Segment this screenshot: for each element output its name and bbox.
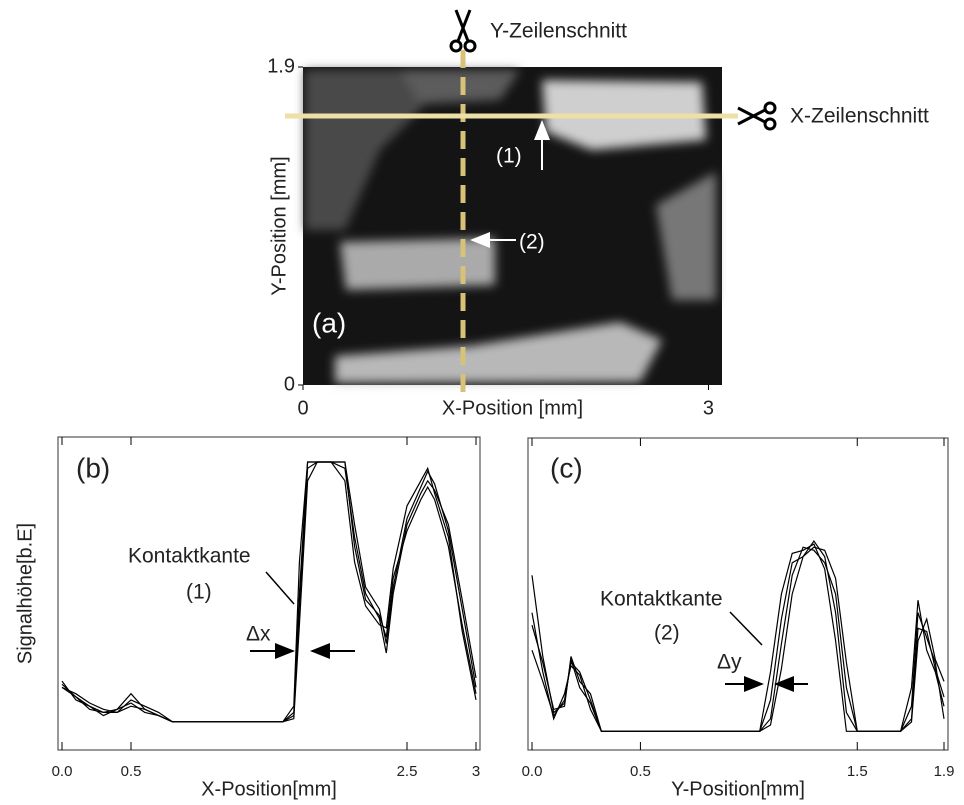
annotation: Kontaktkante — [128, 545, 251, 568]
line-series — [62, 462, 476, 722]
annotation: (2) — [654, 622, 680, 645]
x-tick-label: 3 — [472, 763, 480, 780]
x-tick-label: 0.0 — [522, 763, 543, 780]
x-tick-label: 1.9 — [934, 763, 955, 780]
annotation: (1) — [186, 581, 212, 604]
x-tick-label: 0.0 — [52, 763, 73, 780]
y-axis-label: Signalhöhe[b.E] — [14, 523, 36, 664]
x-axis-label: X-Position[mm] — [201, 778, 337, 800]
y-tick-label: 0 — [284, 373, 295, 395]
annotation: Δx — [246, 623, 271, 646]
annotation: Y-Zeilenschnitt — [490, 20, 627, 43]
x-tick-label: 0.5 — [121, 763, 142, 780]
annotation: (1) — [496, 145, 522, 168]
x-tick-label: 0 — [297, 397, 308, 419]
x-tick-label: 3 — [703, 397, 714, 419]
x-tick-label: 0.5 — [630, 763, 651, 780]
line-series — [62, 462, 476, 722]
pointer-line — [266, 572, 294, 604]
plot-frame — [58, 437, 480, 750]
x-tick-label: 2.5 — [397, 763, 418, 780]
y-tick-label: 1.9 — [267, 55, 295, 77]
annotation: (2) — [519, 231, 545, 254]
figure: (a) Y-Zeilenschnitt X-Zeilenschnitt (1) … — [0, 0, 964, 805]
scissors-x — [738, 103, 775, 129]
line-series — [62, 462, 476, 722]
panel-label: (b) — [76, 452, 110, 483]
line-series — [62, 462, 476, 722]
x-axis-label: X-Position [mm] — [442, 397, 583, 419]
pointer-line — [730, 612, 762, 645]
scissors-y — [451, 10, 475, 51]
y-axis-label: Y-Position [mm] — [268, 156, 290, 295]
annotation: Kontaktkante — [600, 588, 723, 611]
annotation: X-Zeilenschnitt — [790, 105, 929, 128]
line-series — [532, 547, 944, 731]
panel-label: (c) — [550, 452, 583, 483]
panel-label: (a) — [312, 307, 346, 338]
x-tick-label: 1.5 — [847, 763, 868, 780]
line-series — [532, 541, 944, 731]
annotation: Δy — [717, 651, 742, 674]
x-axis-label: Y-Position[mm] — [671, 778, 805, 800]
